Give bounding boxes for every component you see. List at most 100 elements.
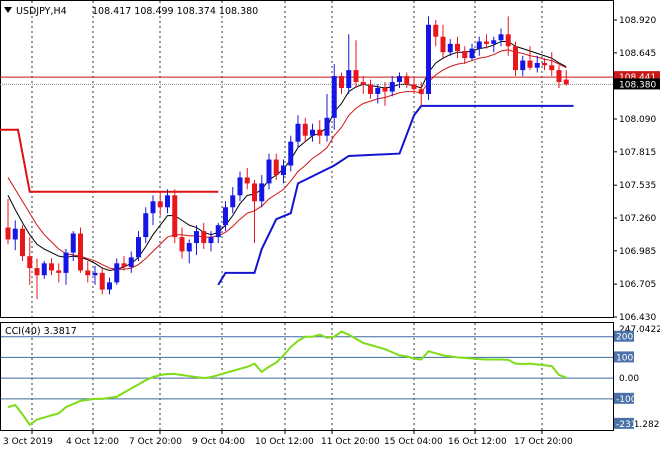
candle-body xyxy=(484,41,489,44)
candle-body xyxy=(302,123,308,136)
cci-indicator-label: CCI(40) 3.3817 xyxy=(5,326,77,337)
bullish-candle xyxy=(375,84,381,104)
bearish-candle xyxy=(252,179,257,244)
candle-body xyxy=(440,36,446,53)
candle-body xyxy=(288,141,294,166)
candle-body xyxy=(324,117,330,136)
bearish-candle xyxy=(302,117,308,142)
candle-body xyxy=(136,237,141,258)
bearish-candle xyxy=(382,82,388,106)
bullish-candle xyxy=(281,159,286,184)
bullish-candle xyxy=(346,34,352,94)
cci-level-tag xyxy=(614,351,634,363)
bullish-candle xyxy=(469,43,475,61)
candle-body xyxy=(121,263,127,267)
bullish-candle xyxy=(223,201,228,232)
bullish-candle xyxy=(534,55,540,73)
candle-body xyxy=(107,282,112,290)
candle-body xyxy=(78,233,83,271)
candle-body xyxy=(411,84,417,90)
candle-body xyxy=(99,272,105,290)
candle-body xyxy=(368,84,373,94)
bullish-candle xyxy=(447,39,453,56)
bullish-candle xyxy=(324,93,330,142)
bearish-candle xyxy=(527,46,533,71)
bearish-candle xyxy=(556,65,562,88)
cci-plot xyxy=(1,323,613,430)
bearish-candle xyxy=(440,24,446,59)
time-tick-label: 9 Oct 04:00 xyxy=(192,437,245,447)
cci-tick-label: 100 xyxy=(616,353,633,363)
candle-body xyxy=(382,87,388,92)
bullish-candle xyxy=(259,175,265,208)
bearish-candle xyxy=(201,222,207,250)
price-tick-label: 106.705 xyxy=(619,280,656,290)
candle-body xyxy=(556,70,562,83)
bearish-candle xyxy=(360,76,366,94)
candle-body xyxy=(426,24,431,94)
price-tick-label: 107.260 xyxy=(619,214,656,224)
bearish-candle xyxy=(172,189,178,244)
bullish-candle xyxy=(63,249,69,285)
bullish-candle xyxy=(165,189,170,214)
bearish-candle xyxy=(433,20,439,47)
candle-body xyxy=(41,263,47,276)
candle-body xyxy=(346,70,352,88)
candle-body xyxy=(208,237,214,244)
bullish-candle xyxy=(143,207,149,244)
bearish-candle xyxy=(411,77,417,94)
bullish-candle xyxy=(70,231,76,261)
time-tick-label: 3 Oct 2019 xyxy=(3,437,53,447)
candle-body xyxy=(56,270,62,273)
candle-body xyxy=(34,268,40,276)
bearish-candle xyxy=(368,79,373,99)
candle-body xyxy=(143,213,149,238)
candle-body xyxy=(5,227,11,240)
bearish-candle xyxy=(78,227,83,273)
candle-body xyxy=(63,252,69,273)
bullish-candle xyxy=(41,260,47,279)
symbol-label: USDJPY,H4 xyxy=(16,6,67,17)
candle-body xyxy=(360,82,366,85)
candle-body xyxy=(85,270,91,276)
candle-body xyxy=(128,257,134,267)
level-price-tag-label: 108.441 xyxy=(619,73,656,83)
candle-body xyxy=(20,228,25,257)
candle-body xyxy=(186,243,192,252)
candle-body xyxy=(237,177,243,196)
level-price-tag xyxy=(614,71,660,83)
bearish-candle xyxy=(34,258,40,300)
time-tick-label: 10 Oct 12:00 xyxy=(255,437,314,447)
dropdown-triangle-icon[interactable] xyxy=(4,7,12,13)
bullish-candle xyxy=(389,76,395,97)
bearish-candle xyxy=(244,167,250,190)
cci-range-bottom-label: -231.2826 xyxy=(619,420,660,430)
time-tick-label: 15 Oct 04:00 xyxy=(384,437,443,447)
bullish-candle xyxy=(266,153,272,190)
candle-body xyxy=(310,129,315,136)
candle-body xyxy=(92,272,98,276)
bearish-candle xyxy=(455,36,460,59)
candle-body xyxy=(527,60,533,68)
candle-body xyxy=(331,76,337,118)
candle-body xyxy=(404,76,410,85)
candle-body xyxy=(563,79,569,85)
bearish-candle xyxy=(5,198,11,245)
cci-tick-label: -231 xyxy=(616,420,636,430)
current-price-tag xyxy=(614,78,660,90)
time-tick-label: 11 Oct 20:00 xyxy=(321,437,380,447)
cci-level-tag xyxy=(614,330,634,342)
bearish-candle xyxy=(27,237,33,285)
price-tick-label: 108.090 xyxy=(619,115,656,125)
bullish-candle xyxy=(237,171,243,202)
candle-body xyxy=(157,201,163,208)
bullish-candle xyxy=(310,123,315,142)
price-tick-label: 106.430 xyxy=(619,313,656,323)
cci-panel-frame xyxy=(0,322,614,431)
bearish-candle xyxy=(20,225,25,261)
candle-body xyxy=(259,183,265,202)
candle-body xyxy=(476,41,482,49)
candle-body xyxy=(215,225,221,238)
time-tick-label: 7 Oct 20:00 xyxy=(129,437,182,447)
current-price-tag-label: 108.380 xyxy=(619,80,656,90)
